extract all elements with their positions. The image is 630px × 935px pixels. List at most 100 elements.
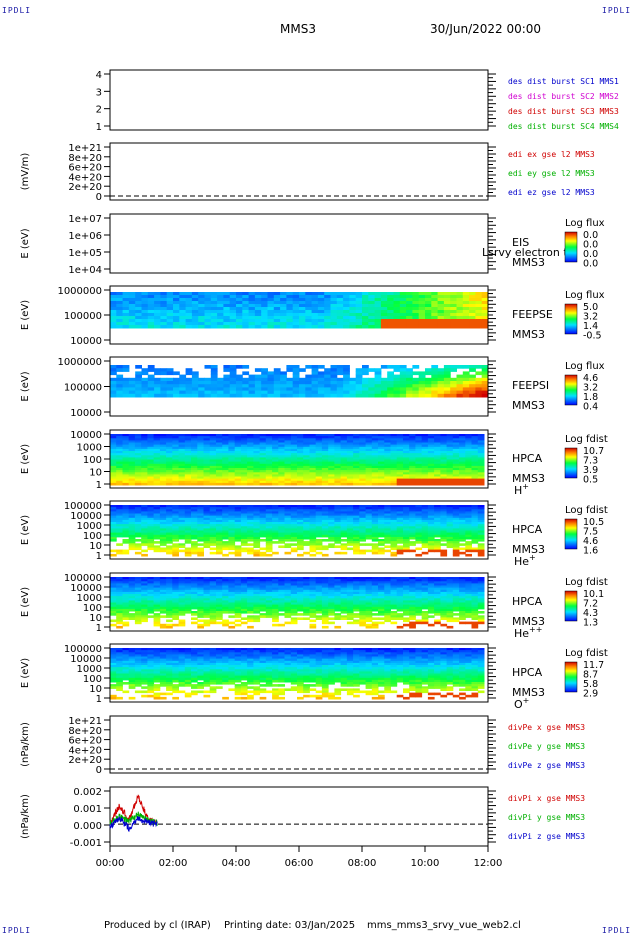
spectrogram-cell bbox=[122, 585, 130, 589]
spectrogram-cell bbox=[141, 619, 148, 623]
spectrogram-cell bbox=[265, 457, 273, 460]
spectrogram-cell bbox=[122, 390, 130, 395]
spectrogram-cell bbox=[378, 539, 385, 542]
spectrogram-cell bbox=[116, 530, 123, 534]
spectrogram-cell bbox=[147, 310, 155, 314]
spectrogram-cell bbox=[209, 611, 217, 614]
spectrogram-cell bbox=[141, 371, 149, 376]
spectrogram-cell bbox=[128, 541, 136, 544]
spectrogram-cell bbox=[159, 608, 167, 612]
spectrogram-cell bbox=[477, 476, 485, 480]
spectrogram-cell bbox=[346, 587, 354, 591]
spectrogram-cell bbox=[172, 591, 179, 595]
spectrogram-cell bbox=[278, 526, 285, 529]
spectrogram-cell bbox=[315, 617, 323, 620]
spectrogram-cell bbox=[390, 581, 398, 584]
spectrogram-cell bbox=[272, 478, 279, 482]
spectrogram-cell bbox=[198, 307, 205, 311]
spectrogram-cell bbox=[116, 511, 123, 514]
spectrogram-cell bbox=[437, 310, 445, 314]
spectrogram-cell bbox=[418, 301, 426, 305]
spectrogram-cell bbox=[203, 453, 211, 456]
spectrogram-cell bbox=[265, 446, 273, 450]
spectrogram-cell bbox=[284, 517, 292, 521]
spectrogram-cell bbox=[384, 606, 391, 610]
spectrogram-cell bbox=[173, 313, 180, 317]
spectrogram-cell bbox=[128, 444, 136, 448]
spectrogram-cell bbox=[128, 451, 136, 454]
spectrogram-cell bbox=[371, 480, 379, 484]
spectrogram-cell bbox=[393, 304, 401, 308]
spectrogram-cell bbox=[240, 446, 248, 450]
spectrogram-cell bbox=[147, 547, 155, 551]
spectrogram-cell bbox=[459, 451, 466, 454]
spectrogram-cell bbox=[222, 476, 229, 480]
spectrogram-cell bbox=[368, 307, 376, 311]
spectrogram-cell bbox=[450, 390, 457, 395]
spectrogram-cell bbox=[403, 519, 410, 523]
spectrogram-cell bbox=[110, 438, 117, 441]
spectrogram-cell bbox=[477, 440, 485, 443]
spectrogram-cell bbox=[128, 310, 136, 314]
spectrogram-cell bbox=[384, 615, 391, 618]
spectrogram-cell bbox=[477, 545, 485, 548]
spectrogram-cell bbox=[309, 526, 317, 529]
spectrogram-cell bbox=[128, 304, 136, 308]
spectrogram-cell bbox=[427, 545, 435, 548]
spectrogram-cell bbox=[334, 577, 342, 580]
spectrogram-cell bbox=[240, 513, 248, 517]
spectrogram-cell bbox=[346, 547, 354, 551]
spectrogram-cell bbox=[191, 541, 198, 544]
spectrogram-cell bbox=[198, 319, 205, 323]
spectrogram-cell bbox=[380, 319, 388, 323]
spectrogram-cell bbox=[365, 524, 373, 527]
spectrogram-cell bbox=[359, 522, 366, 525]
spectrogram-cell bbox=[315, 442, 323, 446]
spectrogram-cell bbox=[334, 451, 342, 454]
spectrogram-cell bbox=[409, 625, 416, 629]
spectrogram-cell bbox=[209, 468, 217, 471]
spectrogram-cell bbox=[475, 322, 483, 326]
spectrogram-cell bbox=[240, 589, 248, 593]
spectrogram-cell bbox=[452, 451, 460, 454]
spectrogram-cell bbox=[396, 482, 404, 486]
spectrogram-cell bbox=[272, 465, 279, 469]
spectrogram-cell bbox=[191, 602, 198, 606]
spectrogram-cell bbox=[179, 384, 187, 388]
spectrogram-cell bbox=[134, 515, 142, 519]
spectrogram-cell bbox=[160, 368, 168, 372]
spectrogram-cell bbox=[309, 451, 317, 454]
spectrogram-cell bbox=[184, 611, 192, 614]
spectrogram-cell bbox=[172, 585, 179, 589]
spectrogram-cell bbox=[440, 509, 448, 512]
spectrogram-cell bbox=[110, 619, 117, 623]
spectrogram-cell bbox=[415, 536, 423, 540]
spectrogram-cell bbox=[248, 310, 256, 314]
spectrogram-cell bbox=[378, 459, 385, 463]
spectrogram-cell bbox=[387, 316, 394, 320]
spectrogram-cell bbox=[481, 298, 489, 302]
spectrogram-cell bbox=[191, 292, 199, 296]
spectrogram-cell bbox=[328, 534, 335, 538]
spectrogram-cell bbox=[371, 474, 379, 477]
spectrogram-cell bbox=[324, 381, 331, 385]
spectrogram-cell bbox=[116, 377, 124, 382]
spectrogram-cell bbox=[409, 459, 416, 463]
spectrogram-cell bbox=[434, 532, 441, 536]
spectrogram-cell bbox=[315, 551, 323, 555]
spectrogram-cell bbox=[216, 440, 223, 443]
spectrogram-cell bbox=[481, 384, 489, 388]
spectrogram-cell bbox=[128, 292, 136, 296]
spectrogram-cell bbox=[141, 482, 148, 486]
spectrogram-cell bbox=[172, 453, 179, 456]
spectrogram-cell bbox=[396, 507, 404, 510]
spectrogram-cell bbox=[216, 594, 223, 597]
spectrogram-cell bbox=[229, 368, 237, 372]
spectrogram-cell bbox=[427, 585, 435, 589]
spectrogram-cell bbox=[222, 507, 229, 510]
spectrogram-cell bbox=[228, 604, 236, 608]
spectrogram-cell bbox=[248, 295, 256, 299]
spectrogram-cell bbox=[346, 511, 354, 514]
spectrogram-cell bbox=[309, 539, 317, 542]
spectrogram-cell bbox=[234, 446, 242, 450]
